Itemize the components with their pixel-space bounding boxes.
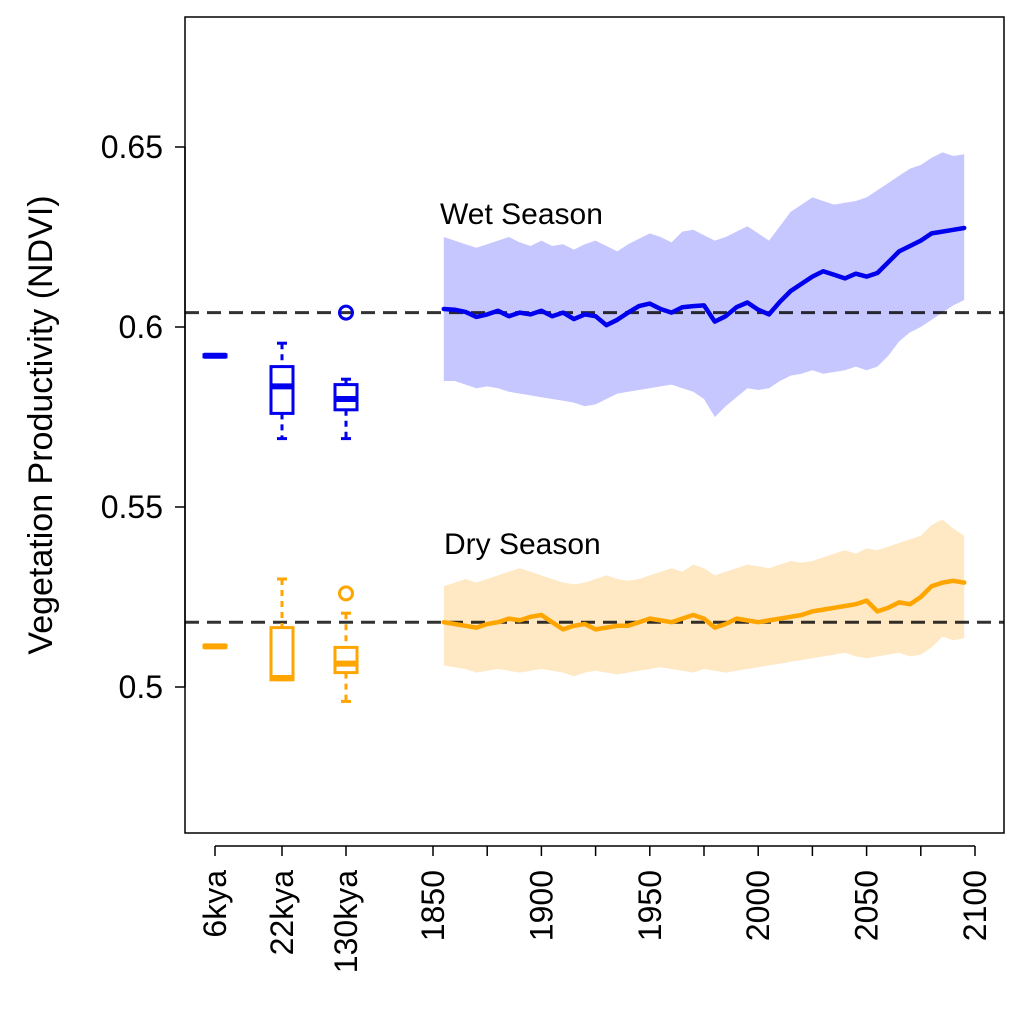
series-lines — [441, 225, 967, 632]
dry-22kya-box-iqr — [269, 626, 295, 682]
x-axis: 6kya 22kya 130kya 1850 1900 1950 2000 2050 2100 — [197, 845, 993, 973]
wet-season-band — [443, 152, 965, 417]
y-axis: 0.5 0.55 0.6 0.65 — [101, 129, 186, 705]
x-tick-label-2050: 2050 — [849, 870, 885, 941]
y-tick-label-0: 0.5 — [119, 669, 163, 705]
x-tick-label-22kya: 22kya — [264, 870, 300, 956]
wet-130kya-box-outlier-0 — [338, 304, 354, 321]
boxplots — [202, 304, 359, 703]
y-tick-label-1: 0.55 — [101, 489, 163, 525]
x-tick-label-2100: 2100 — [957, 870, 993, 941]
x-tick-label-1850: 1850 — [415, 870, 451, 941]
dry-130kya-box-iqr — [333, 645, 359, 675]
x-tick-label-2000: 2000 — [740, 870, 776, 941]
y-axis-label: Vegetation Productivity (NDVI) — [22, 195, 60, 654]
dry-130kya-box-outlier-0 — [338, 585, 354, 602]
wet-season-label: Wet Season — [440, 198, 603, 231]
dry-season-band — [443, 519, 965, 677]
plot-frame — [184, 16, 1005, 834]
wet-season-line — [441, 225, 967, 328]
wet-22kya-box-iqr — [269, 365, 295, 415]
dry-season-line — [441, 578, 967, 632]
x-tick-label-130kya: 130kya — [328, 870, 364, 973]
dry-season-label: Dry Season — [444, 528, 601, 561]
uncertainty-bands — [443, 152, 965, 677]
x-tick-label-1900: 1900 — [523, 870, 559, 941]
y-tick-label-3: 0.65 — [101, 129, 163, 165]
y-tick-label-2: 0.6 — [119, 309, 163, 345]
x-tick-label-6kya: 6kya — [197, 870, 233, 938]
x-tick-label-1950: 1950 — [632, 870, 668, 941]
reference-lines — [185, 311, 1004, 624]
